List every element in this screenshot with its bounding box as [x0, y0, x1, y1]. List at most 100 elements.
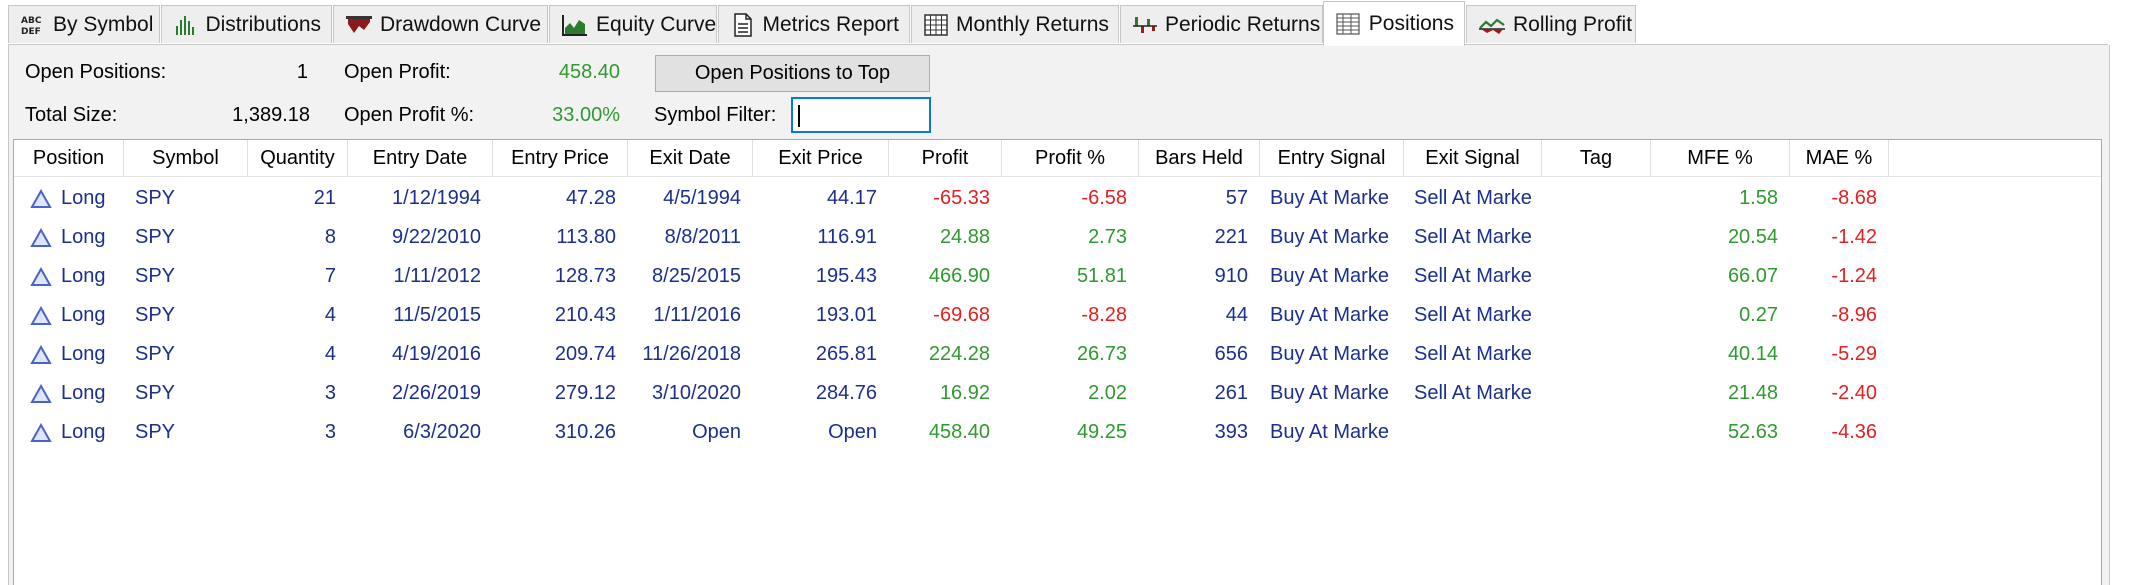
symbol-filter-input[interactable]: [791, 97, 931, 133]
cell-mfe: 52.63: [1727, 421, 1778, 443]
column-header-mae[interactable]: MAE %: [1790, 140, 1889, 176]
cell-entry-signal: Buy At Marke: [1270, 421, 1389, 443]
tab-label: Equity Curve: [596, 12, 717, 36]
column-header-position[interactable]: Position: [14, 140, 124, 176]
cell-entry-signal: Buy At Marke: [1270, 265, 1389, 287]
column-header-exit-signal[interactable]: Exit Signal: [1404, 140, 1542, 176]
cell-exit-date: 1/11/2016: [653, 304, 742, 326]
table-row[interactable]: Long SPY 3 6/3/2020 310.26 Open Open 458.40 49.2…: [14, 417, 2094, 449]
cell-symbol: SPY: [135, 421, 176, 443]
cell-entry-price: 128.73: [554, 265, 616, 287]
cell-profit: -65.33: [933, 187, 990, 209]
cell-entry-price: 310.26: [554, 421, 616, 443]
cell-mae: -5.29: [1831, 343, 1877, 365]
table-row[interactable]: Long SPY 4 11/5/2015 210.43 1/11/2016 193.01 -6…: [14, 300, 2094, 332]
cell-bars-held: 393: [1214, 421, 1248, 443]
cell-entry-price: 279.12: [554, 382, 616, 404]
cell-symbol: SPY: [135, 226, 176, 248]
table-row[interactable]: Long SPY 8 9/22/2010 113.80 8/8/2011 116.91 24.…: [14, 222, 2094, 254]
cell-profit: 458.40: [928, 421, 990, 443]
column-header-entry-signal[interactable]: Entry Signal: [1260, 140, 1404, 176]
svg-text:ABC: ABC: [21, 16, 42, 26]
cell-exit-date: 4/5/1994: [663, 187, 741, 209]
column-header-exit-date[interactable]: Exit Date: [628, 140, 753, 176]
cell-entry-date: 4/19/2016: [392, 343, 481, 365]
column-header-profit-pct[interactable]: Profit %: [1002, 140, 1139, 176]
cell-entry-date: 9/22/2010: [392, 226, 481, 248]
cell-bars-held: 261: [1214, 382, 1248, 404]
tab-positions[interactable]: Positions: [1323, 1, 1465, 46]
tab-metrics-report[interactable]: Metrics Report: [718, 5, 910, 43]
table-row[interactable]: Long SPY 7 1/11/2012 128.73 8/25/2015 195.43 46…: [14, 261, 2094, 293]
symbol-filter-label: Symbol Filter:: [654, 104, 777, 126]
cell-tag: [1552, 300, 1650, 330]
cell-profit-pct: 2.02: [1088, 382, 1127, 404]
cell-exit-price: 116.91: [817, 226, 877, 248]
tab-equity-curve[interactable]: Equity Curve: [549, 5, 717, 43]
cell-mfe: 21.48: [1727, 382, 1778, 404]
document-icon: [731, 12, 754, 37]
tab-monthly-returns[interactable]: Monthly Returns: [911, 5, 1119, 43]
cell-profit: 16.92: [939, 382, 990, 404]
cell-entry-price: 210.43: [554, 304, 616, 326]
cell-exit-price: 44.17: [826, 187, 877, 209]
cell-entry-date: 2/26/2019: [392, 382, 481, 404]
tab-label: Periodic Returns: [1165, 12, 1321, 36]
cell-exit-signal: Sell At Marke: [1414, 343, 1532, 365]
list-table-icon: [1336, 12, 1361, 36]
tab-rolling-profit[interactable]: Rolling Profit: [1466, 5, 1636, 43]
cell-exit-price: 284.76: [815, 382, 877, 404]
cell-bars-held: 44: [1225, 304, 1248, 326]
long-position-icon: [30, 228, 52, 247]
cell-mae: -2.40: [1831, 382, 1877, 404]
cell-mae: -8.68: [1831, 187, 1877, 209]
header-divider: [14, 176, 2101, 177]
cell-tag: [1552, 417, 1650, 447]
column-header-exit-price[interactable]: Exit Price: [753, 140, 889, 176]
tab-label: By Symbol: [53, 12, 154, 36]
equity-chart-icon: [562, 13, 588, 37]
cell-mae: -4.36: [1831, 421, 1877, 443]
cell-entry-signal: Buy At Marke: [1270, 304, 1389, 326]
column-header-quantity[interactable]: Quantity: [248, 140, 348, 176]
table-grid-icon: [924, 13, 948, 37]
cell-quantity: 21: [313, 187, 336, 209]
cell-quantity: 3: [324, 421, 336, 443]
long-position-icon: [30, 345, 52, 364]
long-position-icon: [30, 384, 52, 403]
tab-distributions[interactable]: Distributions: [161, 5, 332, 43]
table-row[interactable]: Long SPY 3 2/26/2019 279.12 3/10/2020 284.76 16…: [14, 378, 2094, 410]
column-header-bars-held[interactable]: Bars Held: [1139, 140, 1260, 176]
column-header-symbol[interactable]: Symbol: [124, 140, 248, 176]
tab-periodic-returns[interactable]: Periodic Returns: [1120, 5, 1323, 43]
tab-strip-divider: [8, 44, 2108, 45]
cell-entry-signal: Buy At Marke: [1270, 187, 1389, 209]
cell-exit-signal: Sell At Marke: [1414, 187, 1532, 209]
table-row[interactable]: Long SPY 4 4/19/2016 209.74 11/26/2018 265.81 2…: [14, 339, 2094, 371]
tab-by-symbol[interactable]: ABC DEF By Symbol: [8, 5, 160, 43]
column-header-entry-price[interactable]: Entry Price: [493, 140, 628, 176]
tab-label: Rolling Profit: [1513, 12, 1633, 36]
cell-exit-price: 195.43: [815, 265, 877, 287]
column-header-mfe[interactable]: MFE %: [1651, 140, 1790, 176]
open-positions-to-top-button[interactable]: Open Positions to Top: [655, 55, 930, 92]
positions-grid[interactable]: Position Symbol Quantity Entry Date Entry Pr…: [13, 139, 2102, 585]
tab-bar: ABC DEF By Symbol Distributions Drawdown …: [0, 0, 2151, 47]
cell-profit: 24.88: [939, 226, 990, 248]
table-row[interactable]: Long SPY 21 1/12/1994 47.28 4/5/1994 44.17 -65.…: [14, 183, 2094, 215]
column-header-entry-date[interactable]: Entry Date: [348, 140, 493, 176]
column-header-tag[interactable]: Tag: [1542, 140, 1651, 176]
cell-exit-price: Open: [828, 421, 877, 443]
cell-entry-signal: Buy At Marke: [1270, 343, 1389, 365]
cell-tag: [1552, 378, 1650, 408]
cell-position: Long: [61, 304, 106, 326]
cell-position: Long: [61, 265, 106, 287]
total-size-label: Total Size:: [25, 104, 118, 126]
column-header-profit[interactable]: Profit: [889, 140, 1002, 176]
cell-entry-price: 209.74: [554, 343, 616, 365]
tab-label: Drawdown Curve: [380, 12, 542, 36]
open-profit-value: 458.40: [558, 61, 620, 83]
cell-exit-signal: Sell At Marke: [1414, 304, 1532, 326]
tab-drawdown-curve[interactable]: Drawdown Curve: [333, 5, 548, 43]
cell-symbol: SPY: [135, 265, 176, 287]
